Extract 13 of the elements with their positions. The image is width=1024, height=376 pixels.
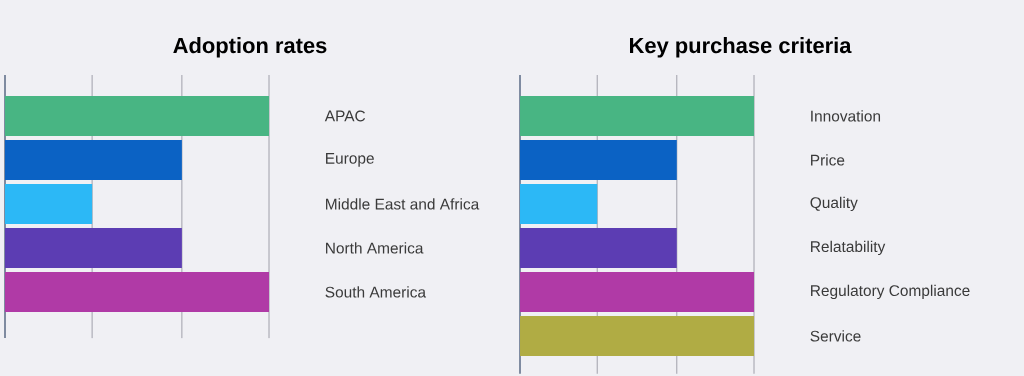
y-tick-label: Price bbox=[811, 154, 845, 166]
y-tick-label: Regulatory Compliance bbox=[811, 284, 970, 300]
chart-title: Adoption rates bbox=[173, 37, 327, 58]
y-tick-label: Innovation bbox=[811, 110, 881, 122]
y-tick-label: North America bbox=[326, 242, 424, 254]
y-tick-label: APAC bbox=[324, 110, 366, 122]
y-tick-label: Middle East and Africa bbox=[326, 198, 480, 210]
y-tick-label: Service bbox=[810, 330, 861, 342]
chart-title: Key purchase criteria bbox=[630, 37, 852, 58]
y-tick-label: South America bbox=[325, 286, 427, 298]
y-tick-label: Relatability bbox=[811, 240, 886, 256]
y-tick-label: Europe bbox=[326, 153, 374, 167]
y-tick-label: Quality bbox=[810, 196, 858, 212]
